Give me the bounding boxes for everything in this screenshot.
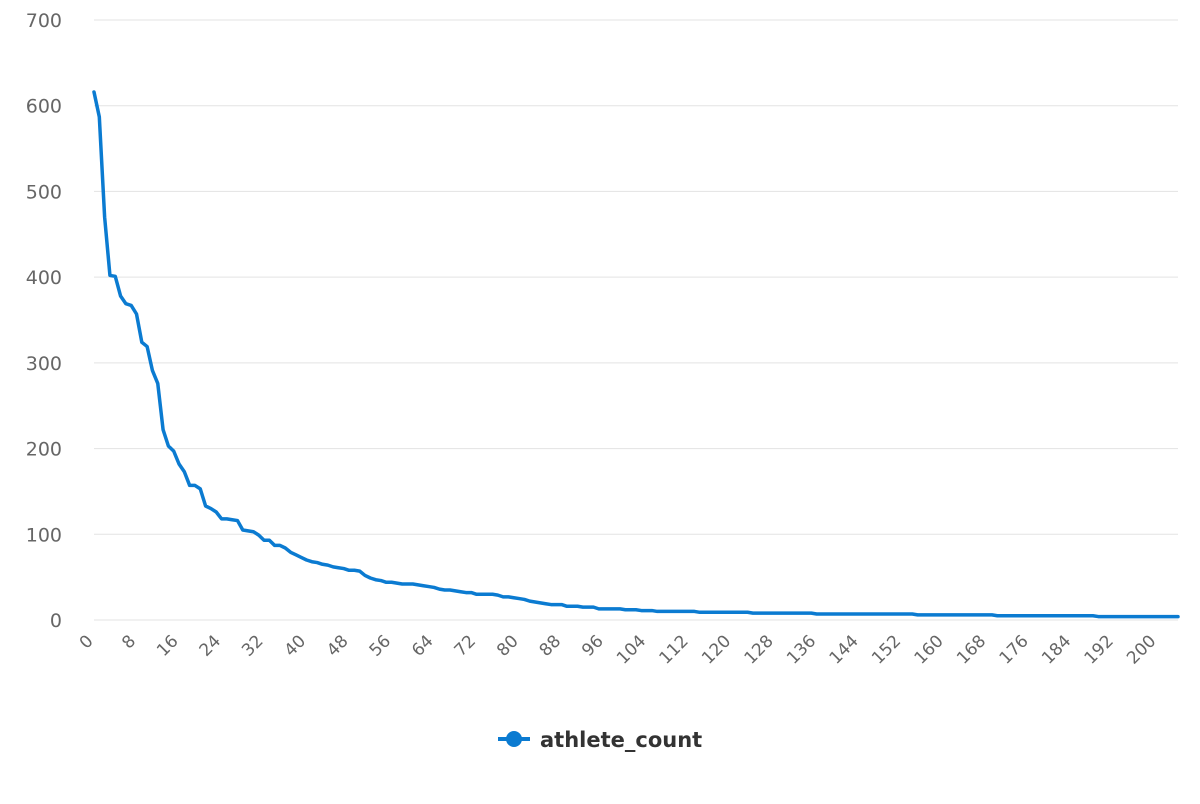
y-tick-label: 0 bbox=[50, 610, 62, 632]
x-tick-label: 184 bbox=[1038, 631, 1075, 668]
x-axis-ticks: 0 8 16 24 32 40 48 56 64 72 80 88 96 104 112 120 128 136 1… bbox=[76, 631, 1161, 668]
x-tick-label: 40 bbox=[281, 631, 310, 660]
x-tick-label: 32 bbox=[238, 631, 267, 660]
y-tick-label: 100 bbox=[26, 524, 62, 546]
y-tick-label: 400 bbox=[26, 267, 62, 289]
x-tick-label: 136 bbox=[783, 631, 820, 668]
x-tick-label: 80 bbox=[493, 631, 522, 660]
x-tick-label: 48 bbox=[323, 631, 352, 660]
x-tick-label: 176 bbox=[996, 631, 1033, 668]
x-tick-label: 104 bbox=[613, 631, 650, 668]
gridlines bbox=[94, 19, 1178, 621]
series-layer bbox=[92, 90, 1180, 619]
x-tick-label: 96 bbox=[578, 631, 607, 660]
x-tick-label: 64 bbox=[408, 631, 437, 660]
y-tick-label: 500 bbox=[26, 181, 62, 203]
y-tick-label: 300 bbox=[26, 353, 62, 375]
x-tick-label: 16 bbox=[153, 631, 182, 660]
x-tick-label: 192 bbox=[1081, 631, 1118, 668]
x-tick-label: 200 bbox=[1123, 631, 1160, 668]
x-tick-label: 72 bbox=[451, 631, 480, 660]
series-line-0 bbox=[92, 90, 1180, 619]
x-tick-label: 128 bbox=[741, 631, 778, 668]
x-tick-label: 120 bbox=[698, 631, 735, 668]
y-tick-label: 700 bbox=[26, 10, 62, 32]
x-tick-label: 0 bbox=[76, 631, 98, 653]
x-tick-label: 88 bbox=[536, 631, 565, 660]
y-tick-label: 600 bbox=[26, 96, 62, 118]
x-tick-label: 144 bbox=[826, 631, 863, 668]
x-tick-label: 56 bbox=[366, 631, 395, 660]
y-axis-ticks: 0 100 200 300 400 500 600 700 bbox=[26, 10, 62, 632]
y-tick-label: 200 bbox=[26, 439, 62, 461]
x-tick-label: 8 bbox=[118, 631, 140, 653]
x-tick-label: 160 bbox=[911, 631, 948, 668]
x-tick-label: 152 bbox=[868, 631, 905, 668]
legend-marker-icon bbox=[506, 731, 522, 747]
legend-label: athlete_count bbox=[540, 728, 702, 752]
x-tick-label: 112 bbox=[656, 631, 693, 668]
x-tick-label: 24 bbox=[196, 631, 225, 660]
x-tick-label: 168 bbox=[953, 631, 990, 668]
legend[interactable]: athlete_count bbox=[498, 728, 702, 752]
